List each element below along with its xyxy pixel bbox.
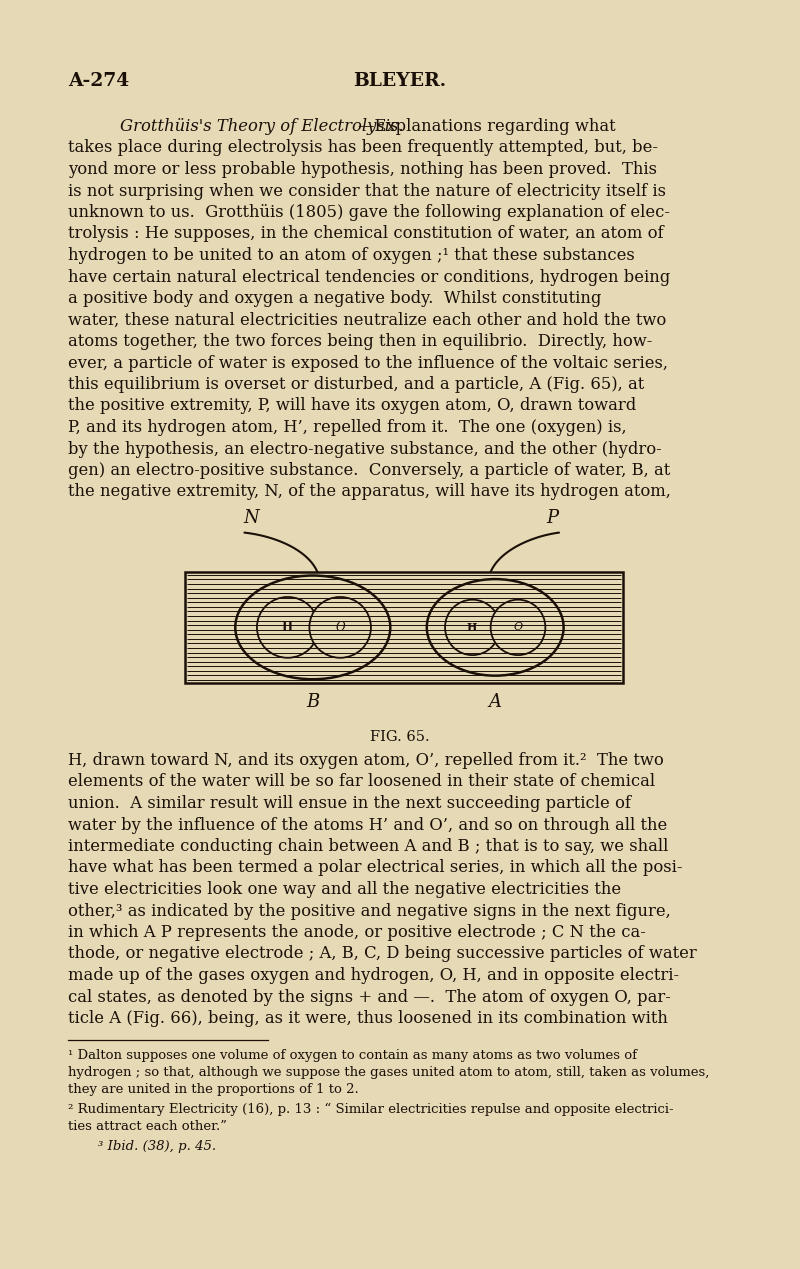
- Text: Grotthüis's Theory of Electrolysis.: Grotthüis's Theory of Electrolysis.: [120, 118, 404, 135]
- Text: they are united in the proportions of 1 to 2.: they are united in the proportions of 1 …: [68, 1082, 358, 1095]
- Text: gen) an electro-positive substance.  Conversely, a particle of water, B, at: gen) an electro-positive substance. Conv…: [68, 462, 670, 478]
- Bar: [185, 572, 623, 683]
- Text: A: A: [489, 693, 502, 711]
- Text: P, and its hydrogen atom, H’, repelled from it.  The one (oxygen) is,: P, and its hydrogen atom, H’, repelled f…: [68, 419, 626, 437]
- Text: made up of the gases oxygen and hydrogen, O, H, and in opposite electri-: made up of the gases oxygen and hydrogen…: [68, 967, 679, 983]
- Text: A-274: A-274: [68, 72, 130, 90]
- Text: have what has been termed a polar electrical series, in which all the posi-: have what has been termed a polar electr…: [68, 859, 682, 877]
- Text: hydrogen ; so that, although we suppose the gases united atom to atom, still, ta: hydrogen ; so that, although we suppose …: [68, 1066, 710, 1079]
- Text: tive electricities look one way and all the negative electricities the: tive electricities look one way and all …: [68, 881, 621, 898]
- Text: trolysis : He supposes, in the chemical constitution of water, an atom of: trolysis : He supposes, in the chemical …: [68, 226, 664, 242]
- Text: other,³ as indicated by the positive and negative signs in the next figure,: other,³ as indicated by the positive and…: [68, 902, 670, 920]
- Text: union.  A similar result will ensue in the next succeeding particle of: union. A similar result will ensue in th…: [68, 794, 631, 812]
- Text: ¹ Dalton supposes one volume of oxygen to contain as many atoms as two volumes o: ¹ Dalton supposes one volume of oxygen t…: [68, 1049, 637, 1062]
- Text: H: H: [466, 622, 477, 633]
- Text: H, drawn toward N, and its oxygen atom, O’, repelled from it.²  The two: H, drawn toward N, and its oxygen atom, …: [68, 753, 664, 769]
- Ellipse shape: [257, 596, 318, 657]
- Text: elements of the water will be so far loosened in their state of chemical: elements of the water will be so far loo…: [68, 774, 655, 791]
- Text: B: B: [306, 693, 319, 711]
- Text: the negative extremity, N, of the apparatus, will have its hydrogen atom,: the negative extremity, N, of the appara…: [68, 483, 671, 500]
- Ellipse shape: [427, 579, 563, 675]
- Text: unknown to us.  Grotthüis (1805) gave the following explanation of elec-: unknown to us. Grotthüis (1805) gave the…: [68, 204, 670, 221]
- Text: ² Rudimentary Electricity (16), p. 13 : “ Similar electricities repulse and oppo: ² Rudimentary Electricity (16), p. 13 : …: [68, 1103, 674, 1117]
- Text: have certain natural electrical tendencies or conditions, hydrogen being: have certain natural electrical tendenci…: [68, 269, 670, 286]
- Text: H: H: [282, 621, 292, 634]
- Text: a positive body and oxygen a negative body.  Whilst constituting: a positive body and oxygen a negative bo…: [68, 291, 602, 307]
- Text: water, these natural electricities neutralize each other and hold the two: water, these natural electricities neutr…: [68, 311, 666, 329]
- Text: takes place during electrolysis has been frequently attempted, but, be-: takes place during electrolysis has been…: [68, 140, 658, 156]
- Text: P: P: [546, 509, 558, 527]
- Text: hydrogen to be united to an atom of oxygen ;¹ that these substances: hydrogen to be united to an atom of oxyg…: [68, 247, 634, 264]
- Text: O: O: [335, 621, 345, 634]
- Text: O: O: [514, 622, 522, 632]
- Text: ticle A (Fig. 66), being, as it were, thus loosened in its combination with: ticle A (Fig. 66), being, as it were, th…: [68, 1010, 668, 1027]
- Text: N: N: [243, 509, 259, 527]
- Text: in which A P represents the anode, or positive electrode ; C N the ca-: in which A P represents the anode, or po…: [68, 924, 646, 942]
- Text: BLEYER.: BLEYER.: [354, 72, 446, 90]
- Text: FIG. 65.: FIG. 65.: [370, 730, 430, 744]
- Text: this equilibrium is overset or disturbed, and a particle, A (Fig. 65), at: this equilibrium is overset or disturbed…: [68, 376, 644, 393]
- Ellipse shape: [445, 600, 500, 655]
- Ellipse shape: [235, 576, 390, 679]
- Text: ever, a particle of water is exposed to the influence of the voltaic series,: ever, a particle of water is exposed to …: [68, 354, 668, 372]
- Ellipse shape: [310, 596, 371, 657]
- Text: ³ Ibid. (38), p. 45.: ³ Ibid. (38), p. 45.: [98, 1140, 216, 1154]
- Ellipse shape: [490, 600, 546, 655]
- Text: the positive extremity, P, will have its oxygen atom, O, drawn toward: the positive extremity, P, will have its…: [68, 397, 636, 415]
- Text: yond more or less probable hypothesis, nothing has been proved.  This: yond more or less probable hypothesis, n…: [68, 161, 657, 178]
- Text: ties attract each other.”: ties attract each other.”: [68, 1119, 227, 1132]
- Text: atoms together, the two forces being then in equilibrio.  Directly, how-: atoms together, the two forces being the…: [68, 332, 652, 350]
- Text: cal states, as denoted by the signs + and —.  The atom of oxygen O, par-: cal states, as denoted by the signs + an…: [68, 989, 671, 1005]
- Text: water by the influence of the atoms H’ and O’, and so on through all the: water by the influence of the atoms H’ a…: [68, 816, 667, 834]
- Text: intermediate conducting chain between A and B ; that is to say, we shall: intermediate conducting chain between A …: [68, 838, 668, 855]
- Text: —Explanations regarding what: —Explanations regarding what: [358, 118, 616, 135]
- Text: thode, or negative electrode ; A, B, C, D being successive particles of water: thode, or negative electrode ; A, B, C, …: [68, 945, 697, 962]
- Text: by the hypothesis, an electro-negative substance, and the other (hydro-: by the hypothesis, an electro-negative s…: [68, 440, 662, 458]
- FancyBboxPatch shape: [185, 572, 623, 683]
- Text: is not surprising when we consider that the nature of electricity itself is: is not surprising when we consider that …: [68, 183, 666, 199]
